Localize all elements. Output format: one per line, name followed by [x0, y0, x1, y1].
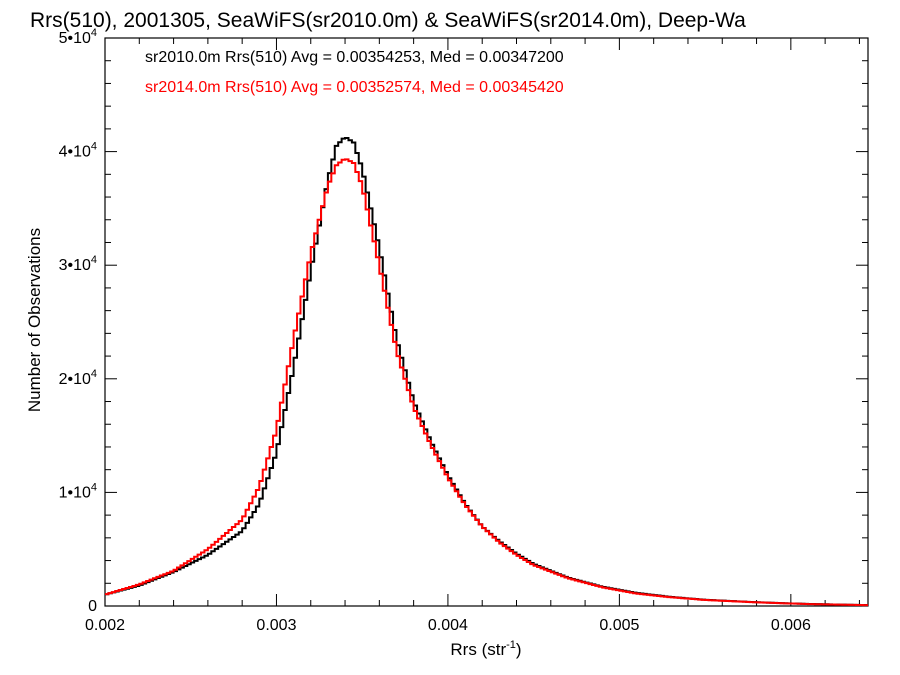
y-tick-label: 2•104 — [59, 368, 97, 388]
histogram-series-sr2010.0m — [105, 136, 868, 607]
y-tick-label: 3•104 — [59, 254, 97, 274]
y-tick-label: 0 — [88, 598, 97, 615]
chart-title: Rrs(510), 2001305, SeaWiFS(sr2010.0m) & … — [30, 9, 746, 32]
histogram-series-sr2014.0m — [105, 158, 868, 607]
x-tick-label: 0.005 — [599, 617, 639, 634]
plot-frame — [104, 37, 869, 607]
x-axis-label-close: ) — [516, 640, 522, 659]
x-tick-label: 0.002 — [85, 617, 125, 634]
x-axis-label-sup: -1 — [506, 639, 516, 651]
x-tick-label: 0.006 — [771, 617, 811, 634]
legend-entry-sr2010: sr2010.0m Rrs(510) Avg = 0.00354253, Med… — [145, 49, 564, 66]
y-tick-label: 1•104 — [59, 481, 97, 501]
x-tick-label: 0.004 — [428, 617, 468, 634]
y-tick-label: 5•104 — [59, 27, 97, 47]
plot-area: 0.002 0.003 0.004 0.005 0.006 0 1•104 2•104 3•10… — [59, 27, 869, 634]
y-axis-label: Number of Observations — [25, 228, 44, 412]
legend-entry-sr2014: sr2014.0m Rrs(510) Avg = 0.00352574, Med… — [145, 79, 564, 96]
x-tick-label: 0.003 — [256, 617, 296, 634]
x-axis-label-main: Rrs (str — [450, 640, 506, 659]
x-axis-label: Rrs (str-1) — [450, 639, 521, 659]
y-tick-label: 4•104 — [59, 141, 97, 161]
